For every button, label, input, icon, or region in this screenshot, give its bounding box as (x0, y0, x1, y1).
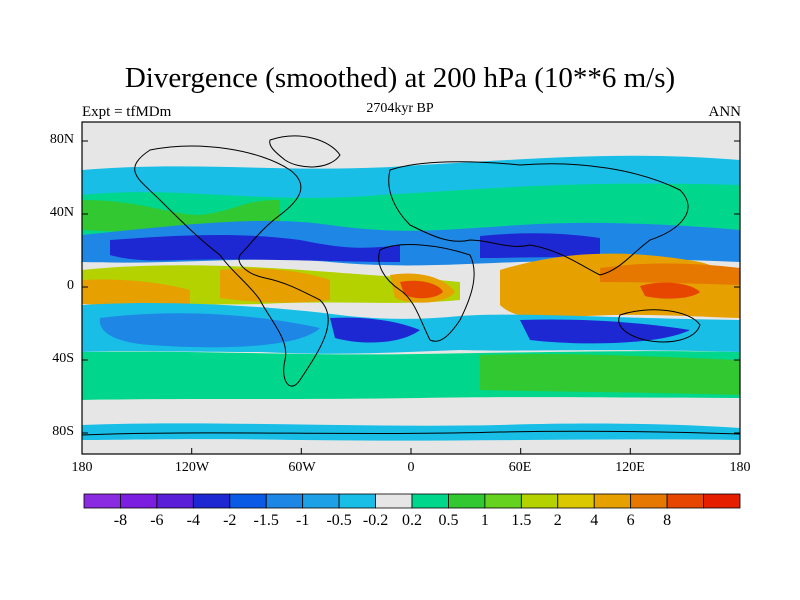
coastlines (82, 135, 740, 436)
colorbar-tick-label: 8 (663, 512, 672, 529)
colorbar-tick-label: 4 (590, 512, 599, 529)
colorbar-tick-label: -1 (295, 512, 310, 529)
colorbar-swatch (703, 493, 741, 509)
lon-label-60e: 60E (508, 460, 532, 475)
colorbar-tick-label: -6 (150, 512, 164, 529)
colorbar-swatch (156, 493, 194, 509)
colorbar-swatch (375, 493, 413, 509)
colorbar-swatch (192, 493, 231, 509)
colorbar-swatch (302, 493, 340, 509)
colorbar-swatch (83, 493, 121, 509)
colorbar-swatch (411, 493, 449, 509)
colorbar-tick-label: 1.5 (511, 512, 532, 529)
colorbar-tick-label: 0.2 (402, 512, 422, 529)
colorbar-swatch (448, 493, 486, 509)
colorbar-swatch (265, 493, 304, 509)
colorbar-tick-label: 6 (626, 512, 635, 529)
colorbar-tick-label: 1 (480, 512, 489, 529)
lon-label-0: 0 (407, 460, 415, 475)
colorbar-swatch (484, 493, 522, 509)
colorbar-swatch (120, 493, 158, 509)
season-label: ANN (708, 104, 742, 120)
colorbar-tick-label: -0.2 (362, 512, 389, 529)
colorbar (83, 493, 741, 509)
colorbar-swatch (229, 493, 267, 509)
lat-label-80s: 80S (52, 424, 74, 439)
lat-label-40n: 40N (49, 205, 74, 220)
colorbar-swatch (593, 493, 632, 509)
axis-ticks (81, 140, 741, 454)
lat-label-80n: 80N (49, 132, 74, 147)
colorbar-tick-label: 0.5 (438, 512, 459, 529)
lon-label-120w: 120W (174, 460, 210, 475)
map-title: Divergence (smoothed) at 200 hPa (10**6 … (124, 62, 676, 94)
lon-label-60w: 60W (288, 460, 316, 475)
colorbar-tick-label: -0.5 (326, 512, 352, 529)
colorbar-swatch (630, 493, 668, 509)
lon-label-120e: 120E (615, 460, 645, 475)
colorbar-tick-label: 2 (553, 512, 562, 529)
colorbar-tick-label: -8 (113, 512, 128, 529)
lon-label-180w: 180 (71, 460, 93, 475)
experiment-label: Expt = tfMDm (82, 104, 172, 120)
time-label: 2704kyr BP (366, 101, 434, 116)
lat-label-40s: 40S (52, 351, 74, 366)
colorbar-swatch (338, 493, 376, 509)
lon-label-180e: 180 (729, 460, 751, 475)
colorbar-swatch (520, 493, 559, 509)
colorbar-tick-label: -2 (223, 512, 237, 529)
divergence-field (82, 122, 740, 454)
colorbar-swatch (557, 493, 595, 509)
colorbar-tick-label: -4 (186, 512, 200, 529)
colorbar-swatch (666, 493, 704, 509)
lat-label-0: 0 (67, 278, 74, 293)
colorbar-tick-label: -1.5 (253, 512, 279, 529)
